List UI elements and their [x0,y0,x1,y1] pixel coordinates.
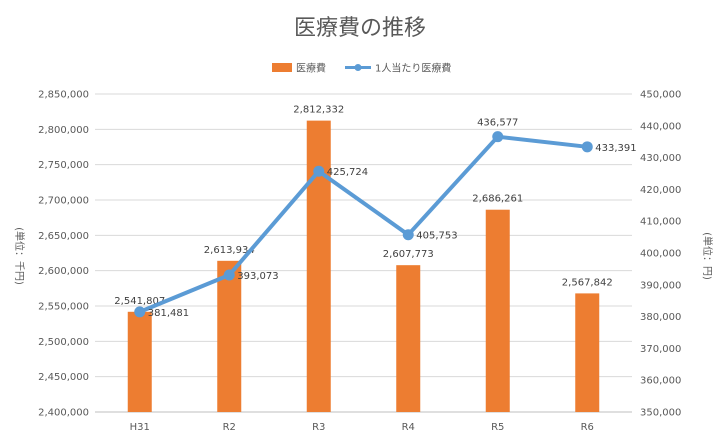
y-right-tick: 440,000 [640,121,681,132]
legend-swatch-bar [272,63,292,72]
bar-data-label: 2,541,807 [114,296,165,307]
x-tick: R2 [223,422,236,433]
x-tick: R3 [312,422,325,433]
bar-data-labels: 2,541,807 2,613,934 2,812,332 2,607,773 2,68… [114,105,612,307]
y-right-tick-labels: 350,000 360,000 370,000 380,000 390,000 400,0… [640,90,681,419]
y-right-tick: 390,000 [640,280,681,291]
line-point [313,165,325,177]
y-left-tick: 2,800,000 [38,125,89,136]
legend: 医療費 1人当たり医療費 [272,62,451,75]
y-right-tick: 370,000 [640,344,681,355]
gridlines [95,93,632,413]
y-right-tick: 410,000 [640,217,681,228]
bars [127,120,600,413]
line-point [402,229,414,241]
line-point [223,269,235,281]
y-right-tick: 430,000 [640,153,681,164]
x-tick-labels: H31 R2 R3 R4 R5 R6 [130,422,594,433]
y-right-tick: 420,000 [640,185,681,196]
line-data-label: 393,073 [237,271,278,282]
bar [306,120,331,413]
line-data-label: 405,753 [416,231,457,242]
bar-data-label: 2,686,261 [472,194,523,205]
bar [575,293,600,412]
bar [396,265,421,412]
y-left-tick: 2,650,000 [38,231,89,242]
y-right-tick: 450,000 [640,90,681,101]
y-left-axis-title: (単位：千円) [13,227,26,285]
y-left-tick: 2,700,000 [38,196,89,207]
x-tick: R6 [581,422,594,433]
line-data-label: 436,577 [477,118,518,129]
x-tick: R4 [402,422,415,433]
bar-data-label: 2,613,934 [204,245,255,256]
y-left-tick: 2,500,000 [38,337,89,348]
bar [127,311,152,412]
y-right-tick: 360,000 [640,376,681,387]
bar-data-label: 2,607,773 [383,249,434,260]
legend-label-bar: 医療費 [296,62,326,75]
bar-data-label: 2,567,842 [562,277,613,288]
legend-swatch-marker [354,64,362,71]
x-tick: R5 [491,422,504,433]
legend-label-line: 1人当たり医療費 [375,62,451,75]
y-right-tick: 350,000 [640,408,681,419]
y-left-tick: 2,600,000 [38,266,89,277]
y-left-tick-labels: 2,400,000 2,450,000 2,500,000 2,550,000 2,60… [38,90,89,419]
y-left-tick: 2,450,000 [38,372,89,383]
series-line [137,134,590,314]
bar-data-label: 2,812,332 [293,105,344,116]
x-tick: H31 [130,422,150,433]
bar [485,209,510,412]
line-series [134,131,593,318]
bar [217,260,242,412]
y-right-tick: 380,000 [640,312,681,323]
y-left-tick: 2,750,000 [38,160,89,171]
chart-title: 医療費の推移 [294,16,426,41]
y-left-tick: 2,850,000 [38,90,89,101]
y-right-tick: 400,000 [640,249,681,260]
line-data-label: 381,481 [148,308,189,319]
line-data-label: 433,391 [595,143,636,154]
line-point [134,306,146,318]
y-right-axis-title: (単位：円) [701,232,714,280]
y-left-tick: 2,400,000 [38,408,89,419]
line-point [492,131,504,143]
line-data-label: 425,724 [327,167,368,178]
y-left-tick: 2,550,000 [38,302,89,313]
line-data-labels: 381,481 393,073 425,724 405,753 436,577 433,3… [148,118,637,319]
line-point [581,141,593,153]
